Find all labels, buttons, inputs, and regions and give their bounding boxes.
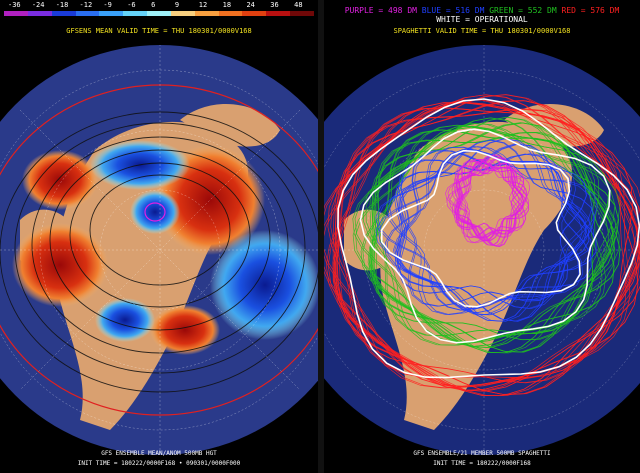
colorbar-swatch [290, 11, 314, 16]
greenland-land [180, 103, 280, 147]
colorbar-swatch [75, 11, 100, 16]
scale-tick-label: 12 [198, 1, 208, 9]
left-valid-text: GFSENS MEAN VALID TIME = THU 180301/0000… [66, 27, 252, 35]
anomaly-negative-low [130, 190, 180, 234]
left-map [0, 45, 318, 455]
blue-contour [394, 150, 597, 316]
scale-tick-label: -9 [103, 1, 112, 9]
right-footer-line1: GFS ENSEMBLE/21 MEMBER 500MB SPAGHETTI [413, 450, 551, 457]
colorbar-swatch [170, 11, 195, 16]
colorbar-swatch [99, 11, 124, 16]
colorbar-swatch [266, 11, 291, 16]
purple-contour [457, 162, 529, 246]
colorbar-swatch [27, 11, 52, 16]
colorbar-swatch [242, 11, 267, 16]
spaghetti-panel: PURPLE = 498 DM BLUE = 516 DM GREEN = 55… [324, 0, 640, 473]
anomaly-negative-pacific [210, 230, 318, 340]
scale-tick-label: -18 [55, 1, 69, 9]
panel-divider [318, 0, 324, 473]
green-contour [369, 132, 615, 354]
left-footer-title: GFS ENSEMBLE MEAN/ANOM 500MB HGT [0, 450, 318, 457]
scale-tick-label: 6 [151, 1, 156, 9]
blue-contour [400, 139, 595, 307]
anomaly-colorbar [4, 11, 314, 16]
spaghetti-contours [324, 94, 640, 396]
anomaly-scale-labels: -36 -24 -18 -12 -9 -6 6 9 12 18 24 36 48 [4, 1, 314, 11]
colorbar-swatch [51, 11, 76, 16]
red-contour [334, 100, 636, 395]
operational-contour [380, 149, 581, 308]
scale-tick-label: -36 [8, 1, 21, 9]
left-footer-line1: GFS ENSEMBLE MEAN/ANOM 500MB HGT [101, 450, 217, 457]
green-contour [352, 126, 610, 343]
colorbar-swatch [123, 11, 148, 16]
legend-blue: BLUE = 516 DM [421, 6, 485, 15]
colorbar-swatch [218, 11, 243, 16]
left-footer-line2: INIT TIME = 180222/0000F168 • 090301/000… [77, 460, 241, 467]
scale-tick-label: -24 [31, 1, 45, 9]
red-contour [333, 107, 640, 392]
legend-purple: PURPLE = 498 DM [344, 6, 417, 15]
right-footer-init: INIT TIME = 180222/0000F168 [324, 460, 640, 467]
scale-tick-label: -6 [127, 1, 136, 9]
legend-green: GREEN = 552 DM [489, 6, 557, 15]
colorbar-swatch [194, 11, 219, 16]
spaghetti-legend: PURPLE = 498 DM BLUE = 516 DM GREEN = 55… [324, 6, 640, 15]
scale-tick-label: 48 [294, 1, 303, 9]
scale-tick-label: -12 [79, 1, 93, 9]
anomaly-positive-atlantic [12, 223, 108, 307]
legend-white-row: WHITE = OPERATIONAL [324, 16, 640, 24]
scale-tick-label: 18 [222, 1, 232, 9]
right-valid-time: SPAGHETTI VALID TIME = THU 180301/0000V1… [324, 27, 640, 35]
lat-lon-grid [0, 45, 318, 455]
red-contour [333, 108, 640, 396]
right-map [324, 45, 640, 455]
anomaly-positive-central [150, 305, 220, 355]
legend-red: RED = 576 DM [561, 6, 620, 15]
legend-white: WHITE = OPERATIONAL [436, 15, 528, 24]
anomaly-negative-south [95, 298, 155, 342]
blue-contour [389, 146, 598, 316]
right-footer-title: GFS ENSEMBLE/21 MEMBER 500MB SPAGHETTI [324, 450, 640, 457]
blue-contour [398, 139, 595, 307]
green-contour [365, 123, 621, 346]
colorbar-swatch [4, 11, 28, 16]
left-footer-init: INIT TIME = 180222/0000F168 • 090301/000… [0, 460, 318, 467]
red-contour [330, 99, 640, 389]
red-contour [332, 100, 640, 395]
operational-contour [337, 98, 640, 379]
right-valid-text: SPAGHETTI VALID TIME = THU 180301/0000V1… [393, 27, 571, 35]
right-footer-line2: INIT TIME = 180222/0000F168 [433, 460, 531, 467]
mean-anomaly-panel: -36 -24 -18 -12 -9 -6 6 9 12 18 24 36 48 GFSENS MEAN… [0, 0, 318, 473]
operational-contour [359, 128, 611, 344]
green-contour [372, 117, 620, 337]
blue-contour [396, 143, 583, 322]
blue-contour [375, 150, 587, 311]
scale-tick-label: 36 [270, 1, 279, 9]
green-contour [371, 122, 610, 353]
scale-tick-label: 9 [174, 1, 180, 9]
red-contour [325, 102, 639, 391]
blue-contour [385, 146, 592, 314]
scale-tick-label: 24 [246, 1, 255, 9]
left-valid-time: GFSENS MEAN VALID TIME = THU 180301/0000… [0, 27, 318, 35]
colorbar-swatch [147, 11, 171, 16]
contour-purple [144, 202, 166, 222]
anomaly-positive-europe [22, 150, 98, 210]
